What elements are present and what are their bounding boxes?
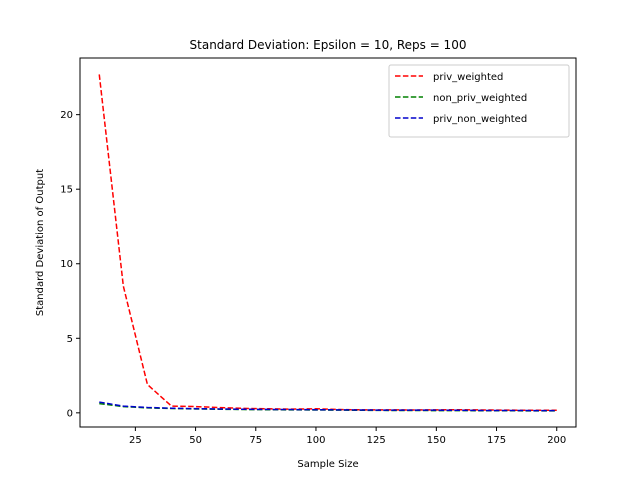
legend-label-priv-non-weighted: priv_non_weighted [433, 114, 527, 125]
x-tick-label: 200 [547, 435, 566, 446]
x-tick-label: 125 [367, 435, 386, 446]
x-axis-label: Sample Size [297, 459, 358, 470]
legend: priv_weighted non_priv_weighted priv_non_w… [388, 64, 570, 138]
x-axis: 25 50 75 100 125 150 175 200 [129, 427, 566, 446]
legend-label-non-priv-weighted: non_priv_weighted [433, 93, 527, 104]
chart-title: Standard Deviation: Epsilon = 10, Reps =… [190, 38, 467, 52]
x-tick-label: 175 [487, 435, 506, 446]
y-tick-label: 15 [60, 185, 73, 196]
legend-box [388, 64, 570, 138]
x-tick-label: 25 [129, 435, 142, 446]
x-tick-label: 75 [249, 435, 262, 446]
y-axis-label: Standard Deviation of Output [35, 169, 46, 316]
plot-area [98, 74, 557, 412]
y-tick-label: 10 [60, 259, 73, 270]
x-tick-label: 150 [427, 435, 446, 446]
y-tick-label: 0 [67, 408, 73, 419]
x-tick-label: 100 [306, 435, 325, 446]
y-tick-label: 20 [60, 110, 73, 121]
legend-label-priv-weighted: priv_weighted [433, 72, 503, 83]
y-tick-label: 5 [67, 334, 73, 345]
x-tick-label: 50 [189, 435, 202, 446]
y-axis: 0 5 10 15 20 [60, 110, 80, 419]
plot-frame [79, 57, 577, 428]
series-line-priv-non-weighted [99, 401, 557, 412]
